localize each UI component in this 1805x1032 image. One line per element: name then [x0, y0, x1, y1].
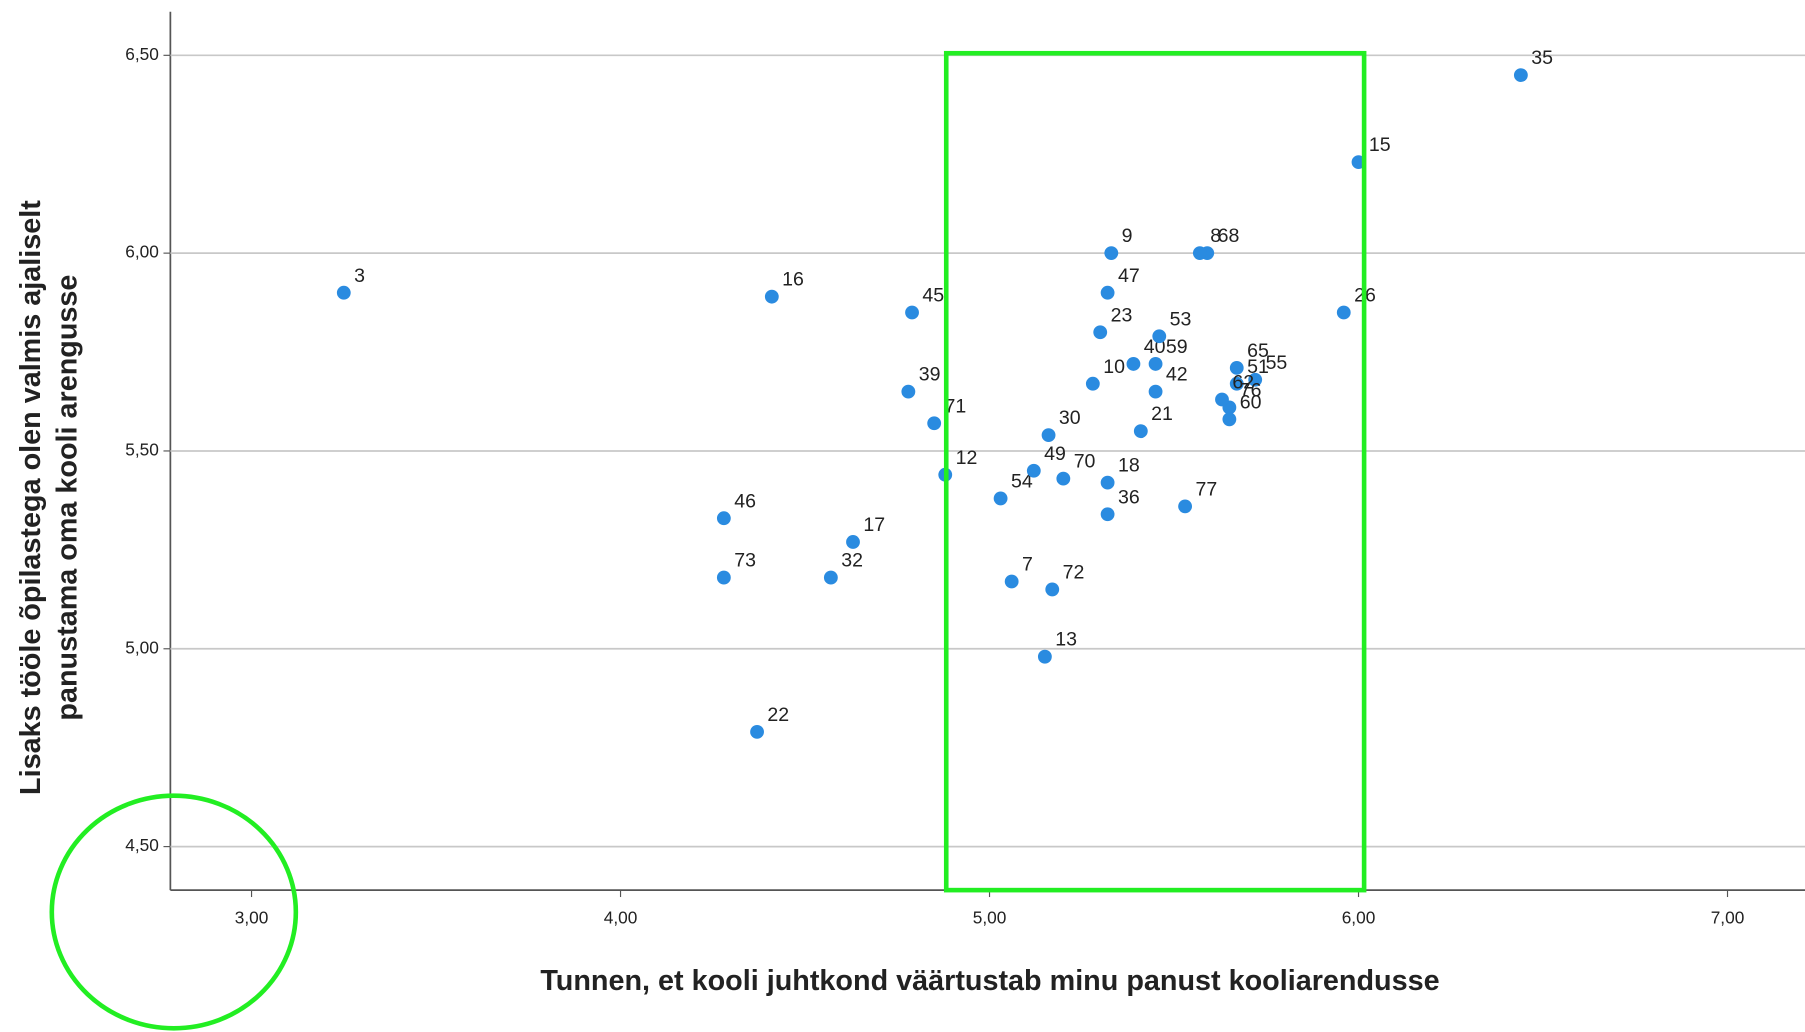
point: [823, 570, 838, 585]
y-tick-label: 5,50: [125, 440, 159, 460]
point: [1229, 360, 1244, 375]
point: [1045, 582, 1060, 597]
point-label: 15: [1369, 134, 1391, 156]
point: [1100, 507, 1115, 522]
point: [336, 285, 351, 300]
point-label: 9: [1122, 225, 1133, 247]
point: [1104, 246, 1119, 261]
y-axis-label-line: panustama oma kooli arengusse: [52, 275, 84, 721]
y-tick-label: 4,50: [125, 835, 159, 855]
point-label: 3: [354, 265, 365, 287]
point: [1148, 384, 1163, 399]
point-label: 70: [1074, 451, 1096, 473]
point-label: 13: [1055, 629, 1077, 651]
point: [1336, 305, 1351, 320]
point-label: 7: [1022, 554, 1033, 576]
point-label: 35: [1531, 47, 1553, 69]
point-label: 32: [841, 550, 863, 572]
x-tick-label: 7,00: [1711, 907, 1745, 927]
x-axis-label: Tunnen, et kooli juhtkond väärtustab min…: [540, 965, 1439, 997]
point: [1222, 412, 1237, 427]
point-label: 65: [1247, 340, 1269, 362]
point: [1215, 392, 1229, 407]
y-tick-label: 5,00: [125, 637, 159, 657]
point: [1056, 471, 1071, 486]
point: [1085, 376, 1100, 391]
point-label: 16: [782, 269, 804, 291]
point: [1026, 463, 1041, 478]
point: [1229, 376, 1244, 391]
point: [1178, 499, 1193, 514]
point-label: 36: [1118, 486, 1140, 508]
point-label: 62: [1232, 372, 1254, 394]
point: [716, 570, 731, 585]
point: [1192, 246, 1207, 261]
point-label: 39: [919, 364, 941, 386]
point-label: 71: [945, 395, 967, 417]
point-label: 76: [1240, 379, 1262, 401]
point: [1004, 574, 1019, 589]
point-label: 55: [1266, 352, 1288, 374]
highlight-box: [943, 50, 1367, 893]
point: [1100, 475, 1115, 490]
point: [901, 384, 916, 399]
point: [905, 305, 919, 320]
x-tick-label: 4,00: [604, 907, 638, 927]
point: [846, 535, 860, 549]
point-label: 12: [956, 447, 978, 469]
point: [1100, 285, 1115, 300]
x-tick-label: 5,00: [973, 907, 1007, 927]
y-axis-label: Lisaks tööle õpilastega olen valmis ajal…: [15, 200, 84, 795]
point-label: 59: [1166, 336, 1188, 358]
point-label: 72: [1063, 561, 1085, 583]
point-label: 77: [1195, 478, 1217, 500]
x-tick-label: 6,00: [1342, 907, 1376, 927]
point: [764, 289, 779, 304]
point: [927, 416, 942, 431]
point: [716, 511, 731, 526]
point-label: 23: [1111, 304, 1133, 326]
point: [1126, 357, 1141, 371]
point: [1093, 325, 1108, 340]
point-label: 8: [1210, 225, 1221, 247]
point: [1152, 329, 1167, 344]
x-tick-label: 3,00: [235, 907, 269, 927]
point-label: 47: [1118, 265, 1140, 287]
point-label: 54: [1011, 470, 1033, 492]
point: [1041, 428, 1056, 443]
point: [1133, 424, 1148, 439]
point-label: 53: [1170, 308, 1192, 330]
point-label: 60: [1240, 391, 1262, 413]
point-label: 73: [734, 550, 756, 572]
plot-area: 4,50 5,00 5,50 6,00 6,50 3,00 4,00 5,00 6,00 7,00…: [125, 44, 1805, 927]
point: [750, 724, 764, 739]
point-label: 21: [1151, 403, 1173, 425]
point-label: 45: [922, 285, 944, 307]
point-label: 17: [863, 514, 885, 536]
point-label: 30: [1059, 407, 1081, 429]
point-label: 42: [1166, 364, 1188, 386]
point: [1248, 372, 1263, 387]
point-label: 68: [1218, 225, 1240, 247]
point-label: 18: [1118, 455, 1140, 477]
point: [1513, 68, 1528, 83]
point-label: 10: [1103, 356, 1125, 378]
point: [993, 491, 1008, 506]
point-label: 51: [1247, 356, 1269, 378]
highlight-circle: [49, 793, 299, 1031]
point: [1148, 357, 1163, 371]
y-tick-label: 6,00: [125, 242, 159, 262]
y-tick-label: 6,50: [125, 44, 159, 64]
point-label: 22: [767, 704, 789, 726]
point-label: 49: [1044, 443, 1066, 465]
y-axis-label-line: Lisaks tööle õpilastega olen valmis ajal…: [15, 200, 47, 795]
point-label: 46: [734, 490, 756, 512]
point: [1037, 649, 1052, 664]
